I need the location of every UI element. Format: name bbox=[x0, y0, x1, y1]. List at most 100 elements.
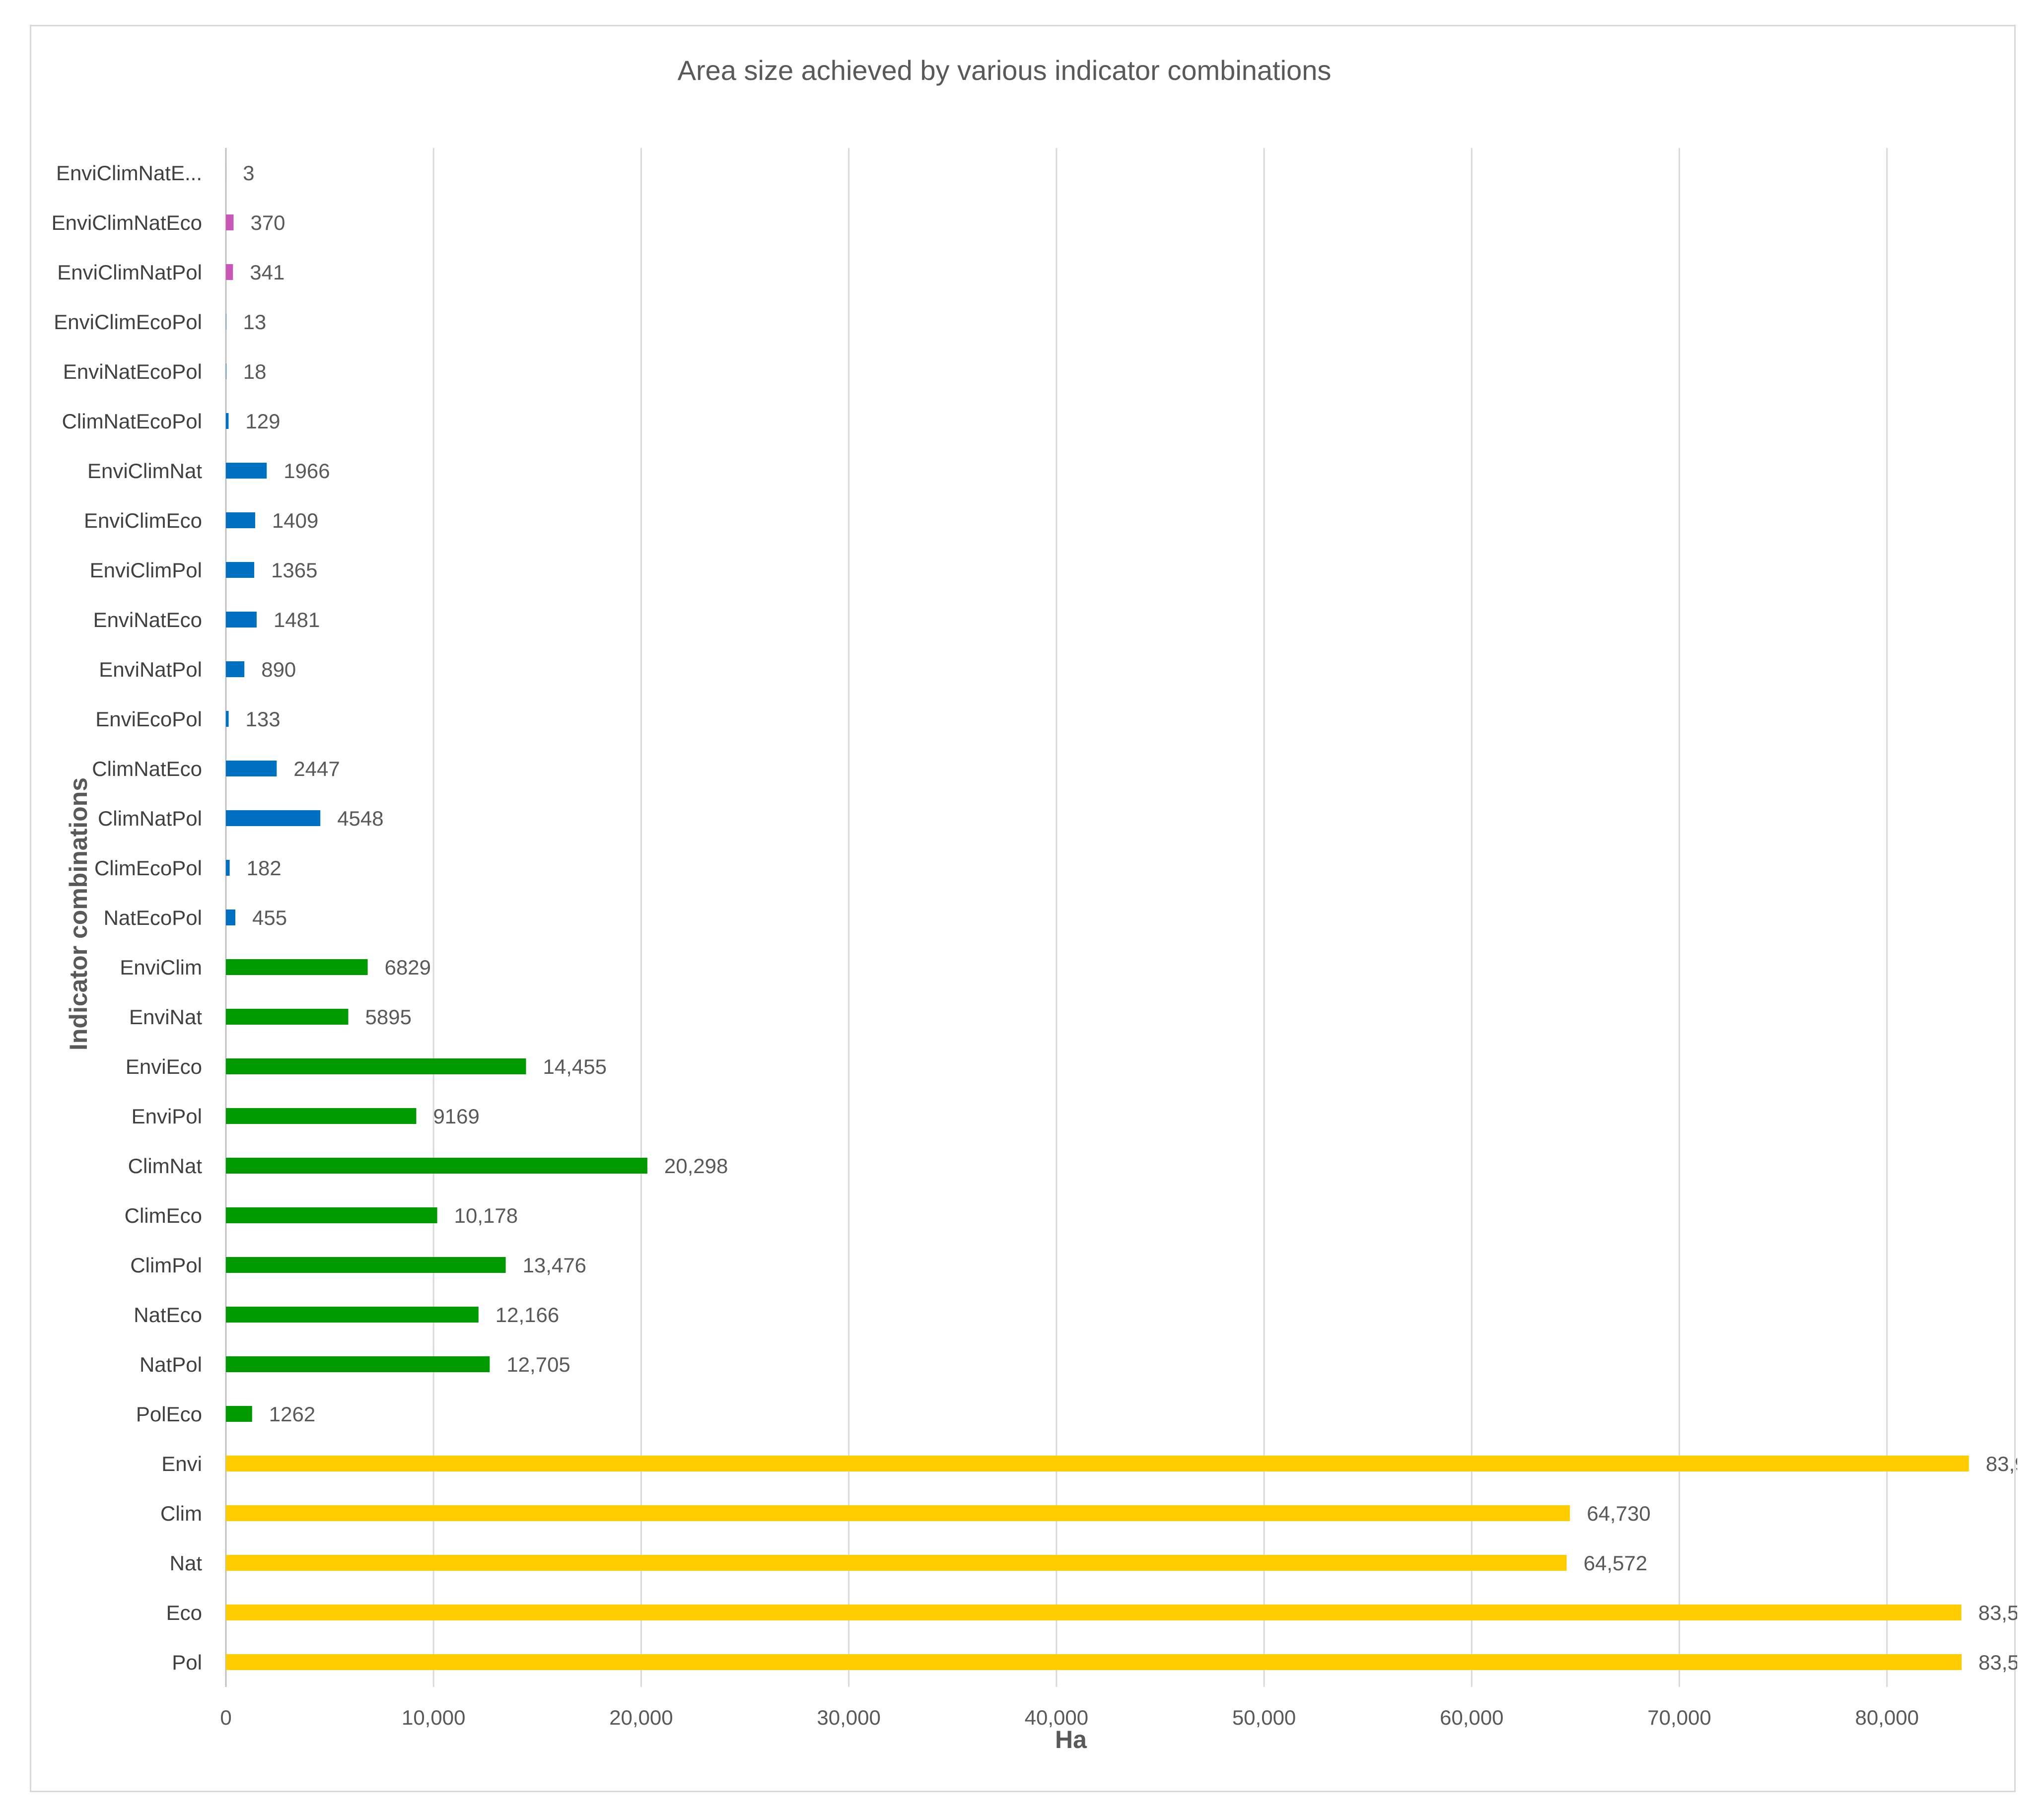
x-tick-label: 10,000 bbox=[402, 1706, 465, 1729]
bar bbox=[226, 1456, 1969, 1471]
data-label: 341 bbox=[250, 261, 284, 284]
bar bbox=[226, 810, 321, 826]
bar bbox=[226, 612, 257, 628]
y-axis-title: Indicator combinations bbox=[65, 777, 92, 1050]
category-label: EnviEco bbox=[126, 1055, 202, 1078]
x-tick-label: 60,000 bbox=[1440, 1706, 1503, 1729]
category-label: EnviClimNat bbox=[87, 459, 202, 483]
bar bbox=[226, 1605, 1962, 1620]
x-tick-label: 50,000 bbox=[1232, 1706, 1296, 1729]
bar bbox=[226, 1356, 490, 1372]
data-label: 14,455 bbox=[543, 1055, 607, 1078]
category-label: EnviNatEcoPol bbox=[63, 360, 202, 383]
category-label: PolEco bbox=[136, 1402, 202, 1426]
data-label: 64,572 bbox=[1583, 1551, 1647, 1575]
data-label: 12,166 bbox=[495, 1303, 559, 1327]
data-label: 83,946 bbox=[1986, 1452, 2017, 1475]
category-label: Nat bbox=[170, 1551, 203, 1575]
data-label: 83,594 bbox=[1978, 1651, 2017, 1674]
bar bbox=[226, 264, 233, 280]
data-label: 1262 bbox=[269, 1402, 315, 1426]
category-label: ClimEcoPol bbox=[94, 856, 202, 880]
bar bbox=[226, 1158, 647, 1174]
bar bbox=[226, 661, 245, 677]
data-label: 455 bbox=[252, 906, 287, 929]
bar bbox=[226, 512, 255, 528]
category-label: ClimNatEco bbox=[92, 757, 202, 780]
data-label: 129 bbox=[245, 410, 280, 433]
bar bbox=[226, 463, 267, 479]
data-labels: 3 370 341 13 18 129 1966 1409 1365 1481 890 133 2447… bbox=[243, 161, 2017, 1674]
category-label: ClimPol bbox=[130, 1254, 202, 1277]
category-labels: EnviClimNatE...EnviClimNatEcoEnviClimNat… bbox=[52, 161, 203, 1674]
chart-frame: Area size achieved by various indicator … bbox=[30, 25, 2017, 1792]
data-label: 18 bbox=[243, 360, 267, 383]
bars bbox=[226, 165, 1969, 1670]
bar-chart: Area size achieved by various indicator … bbox=[52, 55, 2017, 1753]
category-label: EnviClimNatPol bbox=[57, 261, 202, 284]
category-label: EnviPol bbox=[132, 1105, 202, 1128]
category-label: EnviClim bbox=[120, 956, 202, 979]
bar bbox=[226, 1108, 417, 1124]
x-tick-label: 80,000 bbox=[1855, 1706, 1918, 1729]
bar bbox=[226, 1058, 526, 1074]
bar bbox=[226, 711, 229, 727]
x-axis-title: Ha bbox=[1055, 1726, 1087, 1753]
category-label: ClimNat bbox=[128, 1154, 203, 1178]
data-label: 3 bbox=[243, 161, 254, 185]
category-label: NatPol bbox=[140, 1353, 202, 1376]
bar bbox=[226, 860, 230, 876]
bar bbox=[226, 1009, 349, 1025]
category-label: EnviClimPol bbox=[90, 559, 202, 582]
category-label: ClimEco bbox=[125, 1204, 202, 1227]
category-label: EnviNatEco bbox=[93, 608, 202, 631]
category-label: ClimNatEcoPol bbox=[62, 410, 202, 433]
data-label: 5895 bbox=[365, 1005, 412, 1029]
data-label: 1481 bbox=[274, 608, 320, 631]
category-label: EnviClimNatE... bbox=[56, 161, 202, 185]
data-label: 4548 bbox=[337, 807, 383, 830]
category-label: Envi bbox=[161, 1452, 202, 1475]
data-label: 370 bbox=[250, 211, 285, 234]
category-label: Pol bbox=[172, 1651, 202, 1674]
data-label: 64,730 bbox=[1587, 1502, 1650, 1525]
chart-title: Area size achieved by various indicator … bbox=[678, 55, 1332, 86]
bar bbox=[226, 1406, 252, 1422]
bar bbox=[226, 1257, 506, 1273]
bar bbox=[226, 1307, 479, 1323]
data-label: 9169 bbox=[433, 1105, 479, 1128]
bar bbox=[226, 909, 236, 925]
category-label: EnviEcoPol bbox=[95, 707, 202, 731]
category-label: NatEcoPol bbox=[104, 906, 202, 929]
bar bbox=[226, 1505, 1570, 1521]
x-tick-label: 30,000 bbox=[817, 1706, 880, 1729]
category-label: NatEco bbox=[134, 1303, 202, 1327]
category-label: EnviClimEcoPol bbox=[54, 310, 202, 334]
bar bbox=[226, 214, 234, 230]
category-label: Eco bbox=[166, 1601, 202, 1624]
data-label: 13 bbox=[243, 310, 267, 334]
bar bbox=[226, 413, 229, 429]
data-label: 133 bbox=[246, 707, 281, 731]
data-label: 2447 bbox=[293, 757, 340, 780]
data-label: 83,584 bbox=[1978, 1601, 2017, 1624]
category-label: ClimNatPol bbox=[98, 807, 202, 830]
x-tick-label: 40,000 bbox=[1025, 1706, 1088, 1729]
bar bbox=[226, 1654, 1962, 1670]
category-label: EnviNat bbox=[129, 1005, 202, 1029]
data-label: 13,476 bbox=[523, 1254, 586, 1277]
category-label: EnviNatPol bbox=[99, 658, 202, 681]
category-label: EnviClimEco bbox=[84, 509, 202, 532]
data-label: 1365 bbox=[271, 559, 317, 582]
x-axis-tick-labels: 0 10,000 20,000 30,000 40,000 50,000 60,000 70,… bbox=[220, 1706, 1919, 1729]
bar bbox=[226, 959, 368, 975]
data-label: 1966 bbox=[283, 459, 330, 483]
x-tick-label: 70,000 bbox=[1647, 1706, 1711, 1729]
bar bbox=[226, 1207, 437, 1223]
x-tick-label: 0 bbox=[220, 1706, 231, 1729]
category-label: Clim bbox=[160, 1502, 202, 1525]
category-label: EnviClimNatEco bbox=[52, 211, 202, 234]
data-label: 1409 bbox=[272, 509, 318, 532]
bar bbox=[226, 1555, 1567, 1571]
data-label: 20,298 bbox=[664, 1154, 728, 1178]
